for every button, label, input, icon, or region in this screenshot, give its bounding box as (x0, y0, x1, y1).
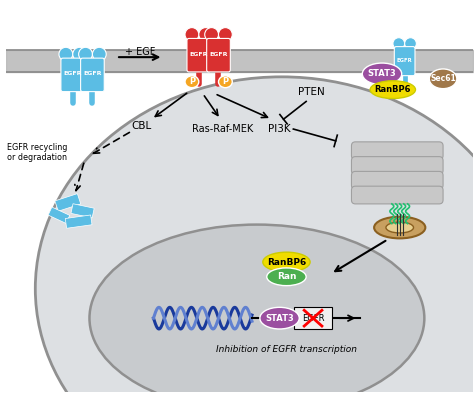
Ellipse shape (73, 47, 87, 61)
Ellipse shape (185, 28, 199, 41)
Text: PTEN: PTEN (298, 87, 325, 97)
Text: RanBP6: RanBP6 (374, 85, 411, 94)
FancyBboxPatch shape (294, 307, 332, 329)
Text: EGFR: EGFR (190, 52, 208, 57)
FancyBboxPatch shape (187, 38, 210, 72)
Ellipse shape (260, 307, 299, 329)
Ellipse shape (92, 47, 106, 61)
Text: EGFR recycling
or degradation: EGFR recycling or degradation (7, 143, 67, 162)
Text: P: P (222, 77, 228, 86)
FancyBboxPatch shape (351, 157, 443, 174)
Text: EGFR: EGFR (64, 71, 82, 76)
FancyBboxPatch shape (351, 171, 443, 189)
Ellipse shape (199, 28, 212, 41)
Text: RanBP6: RanBP6 (267, 258, 306, 267)
Ellipse shape (362, 63, 401, 85)
Text: P: P (189, 77, 195, 86)
Ellipse shape (59, 47, 73, 61)
Ellipse shape (79, 47, 92, 61)
Ellipse shape (219, 76, 232, 88)
Text: EGFR: EGFR (83, 71, 102, 76)
FancyBboxPatch shape (351, 142, 443, 160)
Ellipse shape (405, 38, 416, 49)
Text: EGFR: EGFR (209, 52, 228, 57)
FancyBboxPatch shape (351, 186, 443, 204)
Ellipse shape (386, 222, 413, 233)
Ellipse shape (35, 77, 474, 395)
FancyBboxPatch shape (207, 38, 230, 72)
FancyBboxPatch shape (71, 204, 94, 218)
FancyBboxPatch shape (61, 58, 84, 92)
Ellipse shape (370, 81, 416, 98)
Text: EGFR: EGFR (302, 314, 324, 323)
FancyBboxPatch shape (65, 215, 92, 228)
FancyBboxPatch shape (55, 194, 81, 211)
Ellipse shape (185, 76, 199, 88)
Text: STAT3: STAT3 (368, 70, 396, 78)
Text: STAT3: STAT3 (265, 314, 294, 323)
Ellipse shape (374, 217, 425, 238)
Text: PI3K: PI3K (268, 124, 291, 134)
Ellipse shape (393, 38, 405, 49)
Ellipse shape (267, 268, 306, 286)
Text: Sec61: Sec61 (430, 74, 456, 83)
Ellipse shape (263, 252, 310, 272)
Text: + EGF: + EGF (125, 47, 155, 57)
Text: Ras-Raf-MEK: Ras-Raf-MEK (192, 124, 253, 134)
Ellipse shape (205, 28, 219, 41)
FancyBboxPatch shape (81, 58, 104, 92)
Text: EGFR: EGFR (397, 58, 412, 63)
Text: Ran: Ran (277, 272, 296, 281)
Text: CBL: CBL (132, 121, 152, 131)
Ellipse shape (429, 69, 457, 88)
Ellipse shape (90, 225, 424, 395)
Text: Inhibition of EGFR transcription: Inhibition of EGFR transcription (216, 345, 357, 354)
FancyBboxPatch shape (394, 47, 415, 76)
Ellipse shape (219, 28, 232, 41)
FancyBboxPatch shape (48, 207, 70, 224)
